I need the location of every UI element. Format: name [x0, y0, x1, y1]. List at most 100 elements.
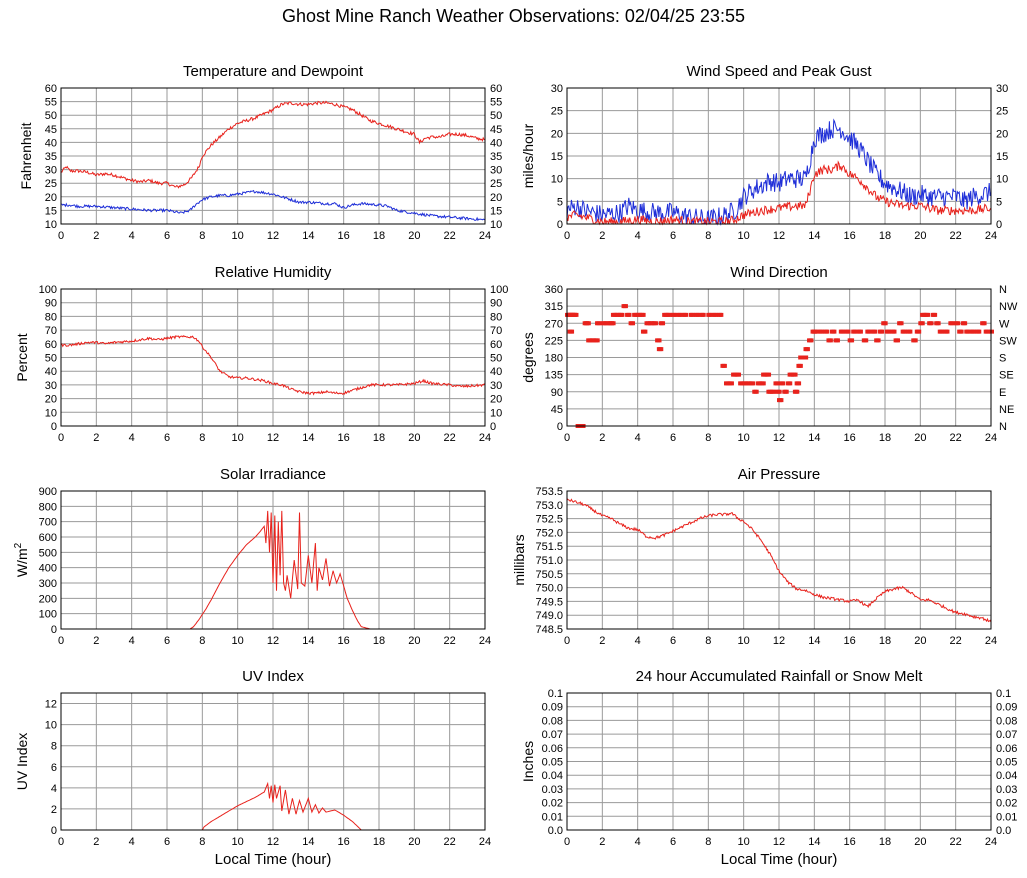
x-tick-label: 2 — [93, 635, 99, 647]
x-tick-label: 10 — [738, 635, 750, 647]
x-tick-label: 22 — [444, 635, 456, 647]
y-tick-label: 30 — [45, 380, 57, 392]
compass-label: N — [999, 421, 1007, 433]
data-point — [713, 312, 719, 317]
x-tick-label: 0 — [564, 635, 570, 647]
data-point — [596, 321, 602, 326]
y-tick-label-right: 0.04 — [996, 770, 1017, 782]
data-point — [787, 381, 793, 386]
data-point — [780, 381, 786, 386]
y-tick-label: 30 — [551, 83, 563, 95]
x-tick-label: 8 — [705, 432, 711, 444]
y-tick-label: 0.09 — [542, 702, 563, 714]
y-axis-label: degrees — [520, 332, 536, 383]
data-point — [970, 329, 976, 334]
y-tick-label: 8 — [51, 741, 57, 753]
x-tick-label: 18 — [373, 230, 385, 242]
x-tick-label: 2 — [599, 836, 605, 848]
y-tick-label-right: 0.08 — [996, 715, 1017, 727]
x-tick-label: 18 — [879, 432, 891, 444]
x-tick-label: 14 — [302, 230, 314, 242]
y-tick-label: 60 — [45, 83, 57, 95]
data-point — [866, 329, 872, 334]
data-point — [981, 321, 987, 326]
y-tick-label: 15 — [45, 205, 57, 217]
y-axis-label: Percent — [14, 333, 30, 381]
data-point — [891, 329, 897, 334]
y-tick-label-right: 50 — [490, 353, 502, 365]
series-line-red-1 — [566, 160, 992, 226]
y-tick-label: 80 — [45, 311, 57, 323]
y-tick-label: 20 — [551, 128, 563, 140]
data-point — [569, 329, 575, 334]
y-tick-label: 70 — [45, 325, 57, 337]
data-point — [656, 338, 662, 343]
y-tick-label: 753.5 — [535, 486, 563, 498]
y-tick-label-right: 55 — [490, 97, 502, 109]
y-tick-label: 90 — [45, 298, 57, 310]
y-tick-label: 0.01 — [542, 811, 563, 823]
x-tick-label: 12 — [773, 230, 785, 242]
x-tick-label: 24 — [479, 635, 491, 647]
y-axis-label: millibars — [511, 534, 527, 585]
y-tick-label-right: 30 — [490, 380, 502, 392]
y-tick-label: 60 — [45, 339, 57, 351]
x-tick-label: 16 — [338, 432, 350, 444]
plot-frame — [566, 288, 992, 427]
x-tick-label: 16 — [844, 635, 856, 647]
x-tick-label: 8 — [199, 836, 205, 848]
data-point — [573, 312, 579, 317]
data-point — [962, 321, 968, 326]
y-tick-label-right: 10 — [490, 407, 502, 419]
y-tick-label: 600 — [39, 532, 57, 544]
x-tick-label: 18 — [373, 432, 385, 444]
y-tick-label: 749.0 — [535, 610, 563, 622]
data-point — [771, 389, 777, 394]
x-tick-label: 8 — [199, 635, 205, 647]
y-tick-label-right: 0.09 — [996, 702, 1017, 714]
y-axis-label: UV Index — [14, 733, 30, 791]
x-tick-label: 0 — [58, 635, 64, 647]
y-tick-label-right: 0.1 — [996, 688, 1011, 700]
y-tick-label: 15 — [551, 151, 563, 163]
y-tick-label: 900 — [39, 486, 57, 498]
data-point — [622, 304, 628, 309]
data-point — [919, 321, 925, 326]
plot-frame — [60, 490, 486, 630]
data-point — [886, 329, 892, 334]
x-tick-label: 10 — [232, 230, 244, 242]
x-tick-label: 10 — [738, 836, 750, 848]
y-axis-label: miles/hour — [520, 123, 536, 188]
plot-frame — [60, 288, 486, 427]
y-tick-label: 10 — [45, 407, 57, 419]
data-point — [875, 338, 881, 343]
x-tick-label: 18 — [373, 836, 385, 848]
data-point — [718, 312, 724, 317]
y-tick-label: 300 — [39, 578, 57, 590]
x-tick-label: 2 — [599, 635, 605, 647]
y-tick-label: 100 — [39, 284, 57, 296]
compass-label: W — [999, 318, 1010, 330]
x-tick-label: 22 — [950, 836, 962, 848]
x-tick-label: 20 — [914, 432, 926, 444]
data-point — [834, 338, 840, 343]
chart-title: UV Index — [242, 668, 304, 685]
data-point — [695, 312, 701, 317]
x-tick-label: 8 — [199, 230, 205, 242]
data-point — [872, 329, 878, 334]
y-tick-label-right: 60 — [490, 83, 502, 95]
data-point — [808, 338, 814, 343]
x-tick-label: 24 — [479, 836, 491, 848]
chart-title: Relative Humidity — [215, 264, 332, 281]
x-tick-label: 24 — [985, 230, 997, 242]
x-tick-label: 6 — [164, 635, 170, 647]
y-tick-label: 749.5 — [535, 596, 563, 608]
data-point — [792, 372, 798, 377]
x-tick-label: 4 — [129, 432, 135, 444]
y-tick-label-right: 50 — [490, 110, 502, 122]
data-point — [928, 321, 934, 326]
y-tick-label: 800 — [39, 501, 57, 513]
x-tick-label: 4 — [635, 230, 641, 242]
y-tick-label: 270 — [545, 318, 563, 330]
